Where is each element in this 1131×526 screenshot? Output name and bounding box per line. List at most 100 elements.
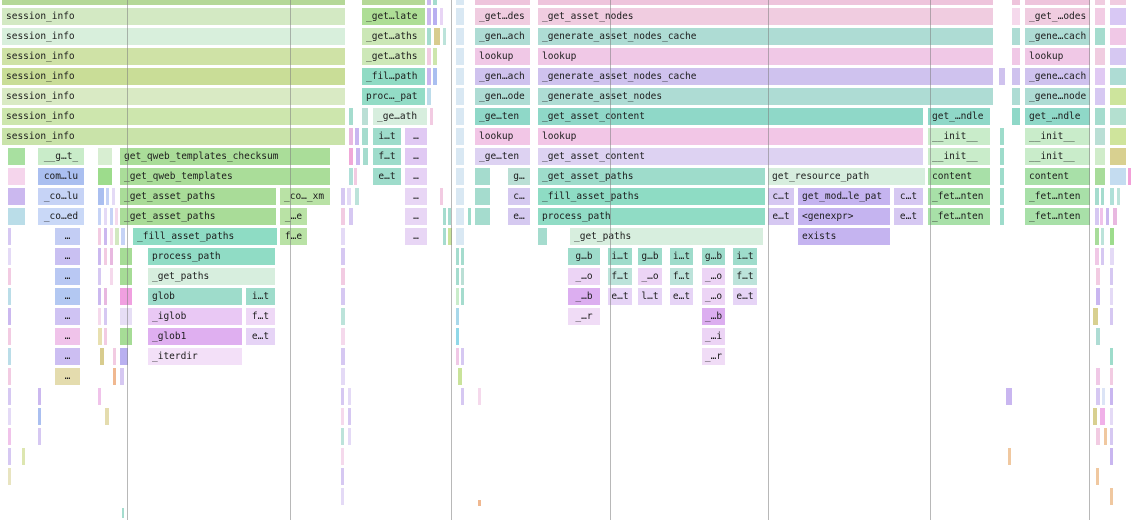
- frame-sliver[interactable]: [1000, 188, 1004, 205]
- frame-[interactable]: …: [55, 348, 80, 365]
- frame-sliver[interactable]: [1012, 8, 1020, 25]
- frame-sliver[interactable]: [341, 268, 345, 285]
- frame-[interactable]: …: [405, 208, 427, 225]
- frame-sliver[interactable]: [1110, 488, 1113, 505]
- frame-sliver[interactable]: [1106, 208, 1109, 225]
- frame-sliver[interactable]: [1095, 88, 1105, 105]
- frame-[interactable]: …: [405, 228, 427, 245]
- frame-sliver[interactable]: [362, 0, 425, 5]
- frame-get-asset-paths[interactable]: _get_asset_paths: [538, 168, 765, 185]
- frame-sliver[interactable]: [427, 0, 431, 5]
- frame-sliver[interactable]: [1096, 288, 1100, 305]
- frame-sliver[interactable]: [341, 428, 344, 445]
- frame-sliver[interactable]: [122, 508, 124, 518]
- frame-sliver[interactable]: [461, 288, 464, 305]
- frame-sliver[interactable]: [1100, 408, 1105, 425]
- frame-fet-nten[interactable]: _fet…nten: [928, 188, 990, 205]
- frame-sliver[interactable]: [1110, 48, 1126, 65]
- frame-sliver[interactable]: [1100, 208, 1103, 225]
- frame-sliver[interactable]: [341, 328, 345, 345]
- frame-sliver[interactable]: [478, 388, 481, 405]
- frame-sliver[interactable]: [355, 128, 359, 145]
- frame-process-path[interactable]: process_path: [148, 248, 275, 265]
- frame-sliver[interactable]: [8, 228, 11, 245]
- frame-sliver[interactable]: [440, 8, 443, 25]
- frame-sliver[interactable]: [8, 308, 11, 325]
- frame-iglob[interactable]: _iglob: [148, 308, 242, 325]
- frame-sliver[interactable]: [1102, 388, 1105, 405]
- frame-get-aths[interactable]: _get…aths: [362, 48, 425, 65]
- frame-c[interactable]: c…: [508, 188, 530, 205]
- frame-e-t[interactable]: e…t: [670, 288, 693, 305]
- frame-sliver[interactable]: [110, 208, 113, 225]
- frame-get-paths[interactable]: _get_paths: [148, 268, 275, 285]
- frame-get-paths[interactable]: _get_paths: [570, 228, 763, 245]
- frame-[interactable]: …: [405, 188, 427, 205]
- frame-co-lu[interactable]: _co…lu: [38, 188, 84, 205]
- frame-sliver[interactable]: [8, 268, 11, 285]
- frame-sliver[interactable]: [1110, 228, 1114, 245]
- frame-[interactable]: …: [55, 228, 80, 245]
- frame-sliver[interactable]: [448, 228, 452, 245]
- frame-sliver[interactable]: [999, 68, 1005, 85]
- frame-l-t[interactable]: l…t: [638, 288, 662, 305]
- frame-sliver[interactable]: [8, 328, 11, 345]
- frame-sliver[interactable]: [1110, 0, 1126, 5]
- frame-o[interactable]: _…o: [702, 268, 725, 285]
- frame-sliver[interactable]: [427, 48, 431, 65]
- frame-r[interactable]: _…r: [568, 308, 600, 325]
- frame-init[interactable]: __init__: [928, 128, 990, 145]
- frame-sliver[interactable]: [468, 208, 471, 225]
- frame-sliver[interactable]: [433, 48, 437, 65]
- frame-sliver[interactable]: [104, 328, 107, 345]
- frame-sliver[interactable]: [538, 0, 993, 5]
- frame-sliver[interactable]: [456, 188, 464, 205]
- frame-get-late[interactable]: _get…late: [362, 8, 425, 25]
- frame-sliver[interactable]: [2, 0, 345, 5]
- frame-sliver[interactable]: [440, 188, 443, 205]
- frame-sliver[interactable]: [1012, 28, 1020, 45]
- frame-get-ndle[interactable]: get_…ndle: [928, 108, 990, 125]
- frame-sliver[interactable]: [430, 108, 433, 125]
- frame-sliver[interactable]: [1096, 328, 1100, 345]
- frame-sliver[interactable]: [461, 348, 464, 365]
- frame-sliver[interactable]: [456, 48, 464, 65]
- frame-init[interactable]: __init__: [1025, 148, 1090, 165]
- frame-get-mod-le-pat[interactable]: get_mod…le_pat: [798, 188, 890, 205]
- frame-sliver[interactable]: [1093, 308, 1098, 325]
- frame-fet-nten[interactable]: _fet…nten: [1025, 208, 1090, 225]
- frame-sliver[interactable]: [1012, 0, 1020, 5]
- frame-sliver[interactable]: [443, 208, 446, 225]
- frame-sliver[interactable]: [1117, 188, 1120, 205]
- frame-sliver[interactable]: [456, 348, 459, 365]
- frame-sliver[interactable]: [1110, 408, 1113, 425]
- frame-o[interactable]: _…o: [638, 268, 662, 285]
- frame-sliver[interactable]: [1012, 88, 1020, 105]
- frame-sliver[interactable]: [113, 368, 116, 385]
- frame-sliver[interactable]: [8, 368, 11, 385]
- frame-g-b[interactable]: g…b: [638, 248, 662, 265]
- frame-sliver[interactable]: [475, 168, 490, 185]
- frame-f-t[interactable]: f…t: [608, 268, 632, 285]
- frame-sliver[interactable]: [98, 248, 101, 265]
- frame-get-asset-nodes[interactable]: _get_asset_nodes: [538, 8, 993, 25]
- frame-init[interactable]: __init__: [1025, 128, 1090, 145]
- frame-[interactable]: …: [55, 328, 80, 345]
- frame-sliver[interactable]: [433, 8, 437, 25]
- frame-sliver[interactable]: [1110, 368, 1113, 385]
- frame-sliver[interactable]: [1095, 208, 1099, 225]
- frame-sliver[interactable]: [1095, 228, 1099, 245]
- frame-sliver[interactable]: [461, 268, 464, 285]
- frame-sliver[interactable]: [427, 88, 431, 105]
- frame-i-t[interactable]: i…t: [733, 248, 757, 265]
- frame-get-asset-paths[interactable]: _get_asset_paths: [120, 208, 276, 225]
- frame-sliver[interactable]: [110, 268, 113, 285]
- frame-sliver[interactable]: [121, 228, 125, 245]
- frame-sliver[interactable]: [362, 108, 368, 125]
- frame-iterdir[interactable]: _iterdir: [148, 348, 242, 365]
- frame-sliver[interactable]: [98, 168, 112, 185]
- frame-session-info[interactable]: session_info: [2, 128, 345, 145]
- frame-sliver[interactable]: [1110, 8, 1126, 25]
- frame-sliver[interactable]: [1110, 448, 1113, 465]
- frame-gen-ach[interactable]: _gen…ach: [475, 28, 530, 45]
